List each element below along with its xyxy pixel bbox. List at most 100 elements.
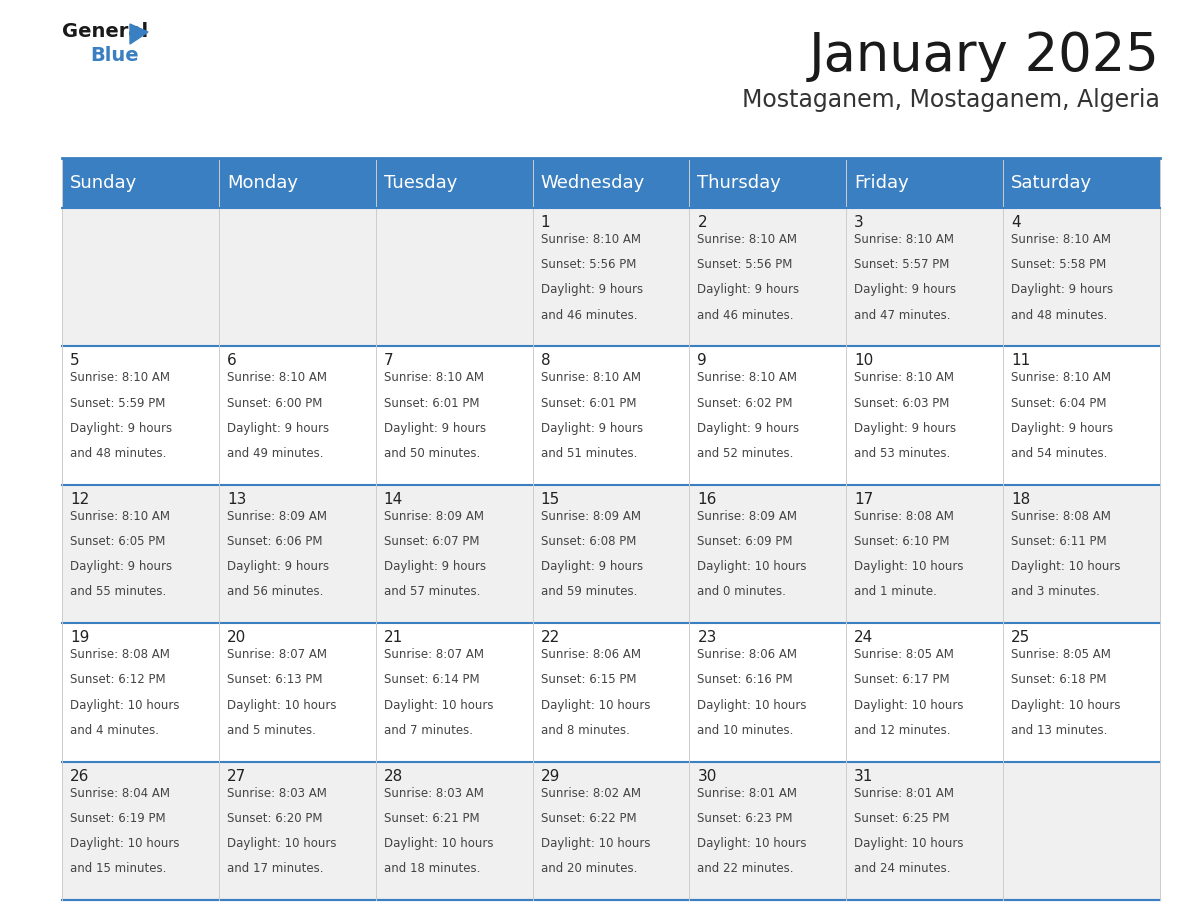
Text: 9: 9 — [697, 353, 707, 368]
Text: Tuesday: Tuesday — [384, 174, 457, 192]
Text: 7: 7 — [384, 353, 393, 368]
Text: Daylight: 10 hours: Daylight: 10 hours — [1011, 560, 1120, 573]
Text: Sunrise: 8:07 AM: Sunrise: 8:07 AM — [384, 648, 484, 661]
Text: Daylight: 10 hours: Daylight: 10 hours — [697, 699, 807, 711]
Text: Sunrise: 8:10 AM: Sunrise: 8:10 AM — [697, 372, 797, 385]
Text: and 50 minutes.: and 50 minutes. — [384, 447, 480, 460]
Text: 15: 15 — [541, 492, 560, 507]
Text: and 24 minutes.: and 24 minutes. — [854, 862, 950, 875]
Text: Sunrise: 8:10 AM: Sunrise: 8:10 AM — [227, 372, 327, 385]
Text: Saturday: Saturday — [1011, 174, 1092, 192]
Text: Daylight: 10 hours: Daylight: 10 hours — [697, 560, 807, 573]
Text: and 55 minutes.: and 55 minutes. — [70, 586, 166, 599]
Text: 24: 24 — [854, 630, 873, 645]
Text: 23: 23 — [697, 630, 716, 645]
Text: Sunset: 6:09 PM: Sunset: 6:09 PM — [697, 535, 792, 548]
Text: 13: 13 — [227, 492, 246, 507]
Text: Sunrise: 8:10 AM: Sunrise: 8:10 AM — [1011, 372, 1111, 385]
Text: Daylight: 9 hours: Daylight: 9 hours — [384, 421, 486, 435]
Text: 4: 4 — [1011, 215, 1020, 230]
Text: and 1 minute.: and 1 minute. — [854, 586, 937, 599]
Text: Daylight: 10 hours: Daylight: 10 hours — [227, 699, 336, 711]
Text: Sunset: 6:06 PM: Sunset: 6:06 PM — [227, 535, 322, 548]
Text: Sunday: Sunday — [70, 174, 138, 192]
Text: Sunset: 5:58 PM: Sunset: 5:58 PM — [1011, 258, 1106, 271]
Text: Daylight: 10 hours: Daylight: 10 hours — [697, 837, 807, 850]
Text: Sunset: 6:23 PM: Sunset: 6:23 PM — [697, 812, 792, 824]
Text: Sunrise: 8:08 AM: Sunrise: 8:08 AM — [1011, 509, 1111, 522]
Text: 29: 29 — [541, 768, 560, 784]
Text: Daylight: 10 hours: Daylight: 10 hours — [854, 560, 963, 573]
Text: Daylight: 10 hours: Daylight: 10 hours — [384, 699, 493, 711]
Text: Daylight: 9 hours: Daylight: 9 hours — [227, 560, 329, 573]
Text: Daylight: 9 hours: Daylight: 9 hours — [227, 421, 329, 435]
Text: 2: 2 — [697, 215, 707, 230]
Text: Sunrise: 8:06 AM: Sunrise: 8:06 AM — [541, 648, 640, 661]
Text: and 20 minutes.: and 20 minutes. — [541, 862, 637, 875]
Text: Sunset: 6:07 PM: Sunset: 6:07 PM — [384, 535, 479, 548]
Text: 30: 30 — [697, 768, 716, 784]
Text: and 59 minutes.: and 59 minutes. — [541, 586, 637, 599]
Text: 20: 20 — [227, 630, 246, 645]
Text: Sunrise: 8:04 AM: Sunrise: 8:04 AM — [70, 787, 170, 800]
Text: and 15 minutes.: and 15 minutes. — [70, 862, 166, 875]
Text: Daylight: 9 hours: Daylight: 9 hours — [70, 560, 172, 573]
Text: 8: 8 — [541, 353, 550, 368]
Text: Sunset: 6:01 PM: Sunset: 6:01 PM — [541, 397, 636, 409]
Text: Sunrise: 8:03 AM: Sunrise: 8:03 AM — [384, 787, 484, 800]
Text: Daylight: 9 hours: Daylight: 9 hours — [697, 421, 800, 435]
Text: Daylight: 10 hours: Daylight: 10 hours — [70, 837, 179, 850]
Text: Sunset: 5:56 PM: Sunset: 5:56 PM — [541, 258, 636, 271]
Text: Daylight: 10 hours: Daylight: 10 hours — [854, 837, 963, 850]
Text: Sunset: 6:14 PM: Sunset: 6:14 PM — [384, 674, 479, 687]
Text: and 53 minutes.: and 53 minutes. — [854, 447, 950, 460]
Text: and 52 minutes.: and 52 minutes. — [697, 447, 794, 460]
Text: Daylight: 9 hours: Daylight: 9 hours — [70, 421, 172, 435]
Text: 25: 25 — [1011, 630, 1030, 645]
Text: Sunset: 6:25 PM: Sunset: 6:25 PM — [854, 812, 949, 824]
Text: Daylight: 9 hours: Daylight: 9 hours — [541, 560, 643, 573]
Bar — [62, 623, 1159, 762]
Text: Daylight: 10 hours: Daylight: 10 hours — [227, 837, 336, 850]
Text: and 18 minutes.: and 18 minutes. — [384, 862, 480, 875]
Text: Sunset: 5:57 PM: Sunset: 5:57 PM — [854, 258, 949, 271]
Text: and 12 minutes.: and 12 minutes. — [854, 723, 950, 737]
Text: Sunrise: 8:10 AM: Sunrise: 8:10 AM — [70, 509, 170, 522]
Text: Sunrise: 8:01 AM: Sunrise: 8:01 AM — [854, 787, 954, 800]
Text: and 4 minutes.: and 4 minutes. — [70, 723, 159, 737]
Text: 19: 19 — [70, 630, 89, 645]
Text: Sunrise: 8:07 AM: Sunrise: 8:07 AM — [227, 648, 327, 661]
Text: 17: 17 — [854, 492, 873, 507]
Text: Sunset: 6:16 PM: Sunset: 6:16 PM — [697, 674, 794, 687]
Text: Sunset: 6:01 PM: Sunset: 6:01 PM — [384, 397, 479, 409]
Text: 22: 22 — [541, 630, 560, 645]
Text: 6: 6 — [227, 353, 236, 368]
Text: Sunset: 6:04 PM: Sunset: 6:04 PM — [1011, 397, 1107, 409]
Text: Daylight: 9 hours: Daylight: 9 hours — [854, 284, 956, 297]
Text: 16: 16 — [697, 492, 716, 507]
Text: and 46 minutes.: and 46 minutes. — [541, 308, 637, 321]
Text: and 57 minutes.: and 57 minutes. — [384, 586, 480, 599]
Text: and 0 minutes.: and 0 minutes. — [697, 586, 786, 599]
Text: 21: 21 — [384, 630, 403, 645]
Text: Sunrise: 8:01 AM: Sunrise: 8:01 AM — [697, 787, 797, 800]
Text: Daylight: 9 hours: Daylight: 9 hours — [854, 421, 956, 435]
Text: Friday: Friday — [854, 174, 909, 192]
Text: Sunset: 6:20 PM: Sunset: 6:20 PM — [227, 812, 322, 824]
Text: and 49 minutes.: and 49 minutes. — [227, 447, 323, 460]
Text: Sunset: 6:12 PM: Sunset: 6:12 PM — [70, 674, 165, 687]
Text: and 3 minutes.: and 3 minutes. — [1011, 586, 1100, 599]
Bar — [62, 762, 1159, 900]
Text: Sunrise: 8:10 AM: Sunrise: 8:10 AM — [1011, 233, 1111, 246]
Text: Sunrise: 8:02 AM: Sunrise: 8:02 AM — [541, 787, 640, 800]
Text: Sunrise: 8:10 AM: Sunrise: 8:10 AM — [384, 372, 484, 385]
Text: 11: 11 — [1011, 353, 1030, 368]
Text: Sunrise: 8:05 AM: Sunrise: 8:05 AM — [854, 648, 954, 661]
Text: Sunset: 6:22 PM: Sunset: 6:22 PM — [541, 812, 637, 824]
Text: Sunset: 6:08 PM: Sunset: 6:08 PM — [541, 535, 636, 548]
Text: and 5 minutes.: and 5 minutes. — [227, 723, 316, 737]
Text: Daylight: 9 hours: Daylight: 9 hours — [1011, 421, 1113, 435]
Text: Sunrise: 8:09 AM: Sunrise: 8:09 AM — [384, 509, 484, 522]
Text: Sunrise: 8:08 AM: Sunrise: 8:08 AM — [854, 509, 954, 522]
Text: Sunrise: 8:10 AM: Sunrise: 8:10 AM — [70, 372, 170, 385]
